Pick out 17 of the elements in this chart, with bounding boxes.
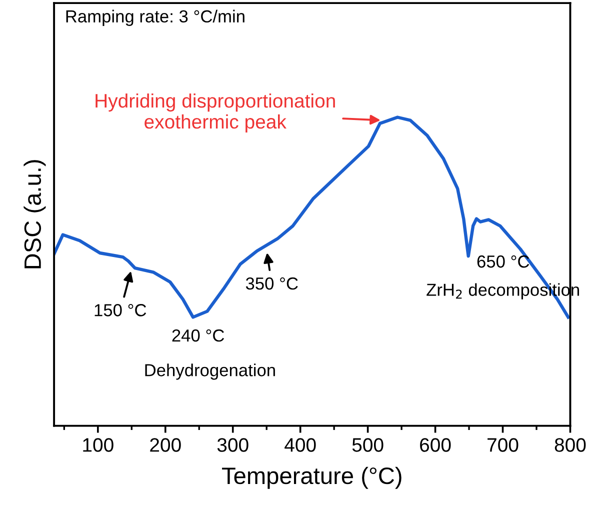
x-tick-label: 400 [284, 438, 316, 452]
annotation: Hydriding disproportionation exothermic peak [96, 93, 335, 133]
y-axis-title: DSC (a.u.) [24, 160, 46, 268]
x-tick-label: 800 [554, 438, 586, 452]
annotation: Dehydrogenation [145, 364, 275, 380]
text: Ramping rate: 3 °C/min [66, 10, 244, 26]
annotation: 150 °C [94, 304, 146, 316]
annotation: 240 °C [172, 329, 224, 342]
annotation: 650 °C [477, 255, 530, 268]
x-tick-label: 500 [352, 438, 384, 452]
x-tick-label: 600 [420, 438, 451, 452]
x-tick-label: 700 [488, 438, 518, 452]
x-tick-label: 100 [83, 438, 114, 452]
annotation: 350 °C [246, 277, 298, 290]
x-axis-title: Temperature (°C) [222, 466, 402, 489]
x-tick-label: 200 [150, 438, 181, 452]
x-tick-label: 300 [217, 438, 248, 452]
